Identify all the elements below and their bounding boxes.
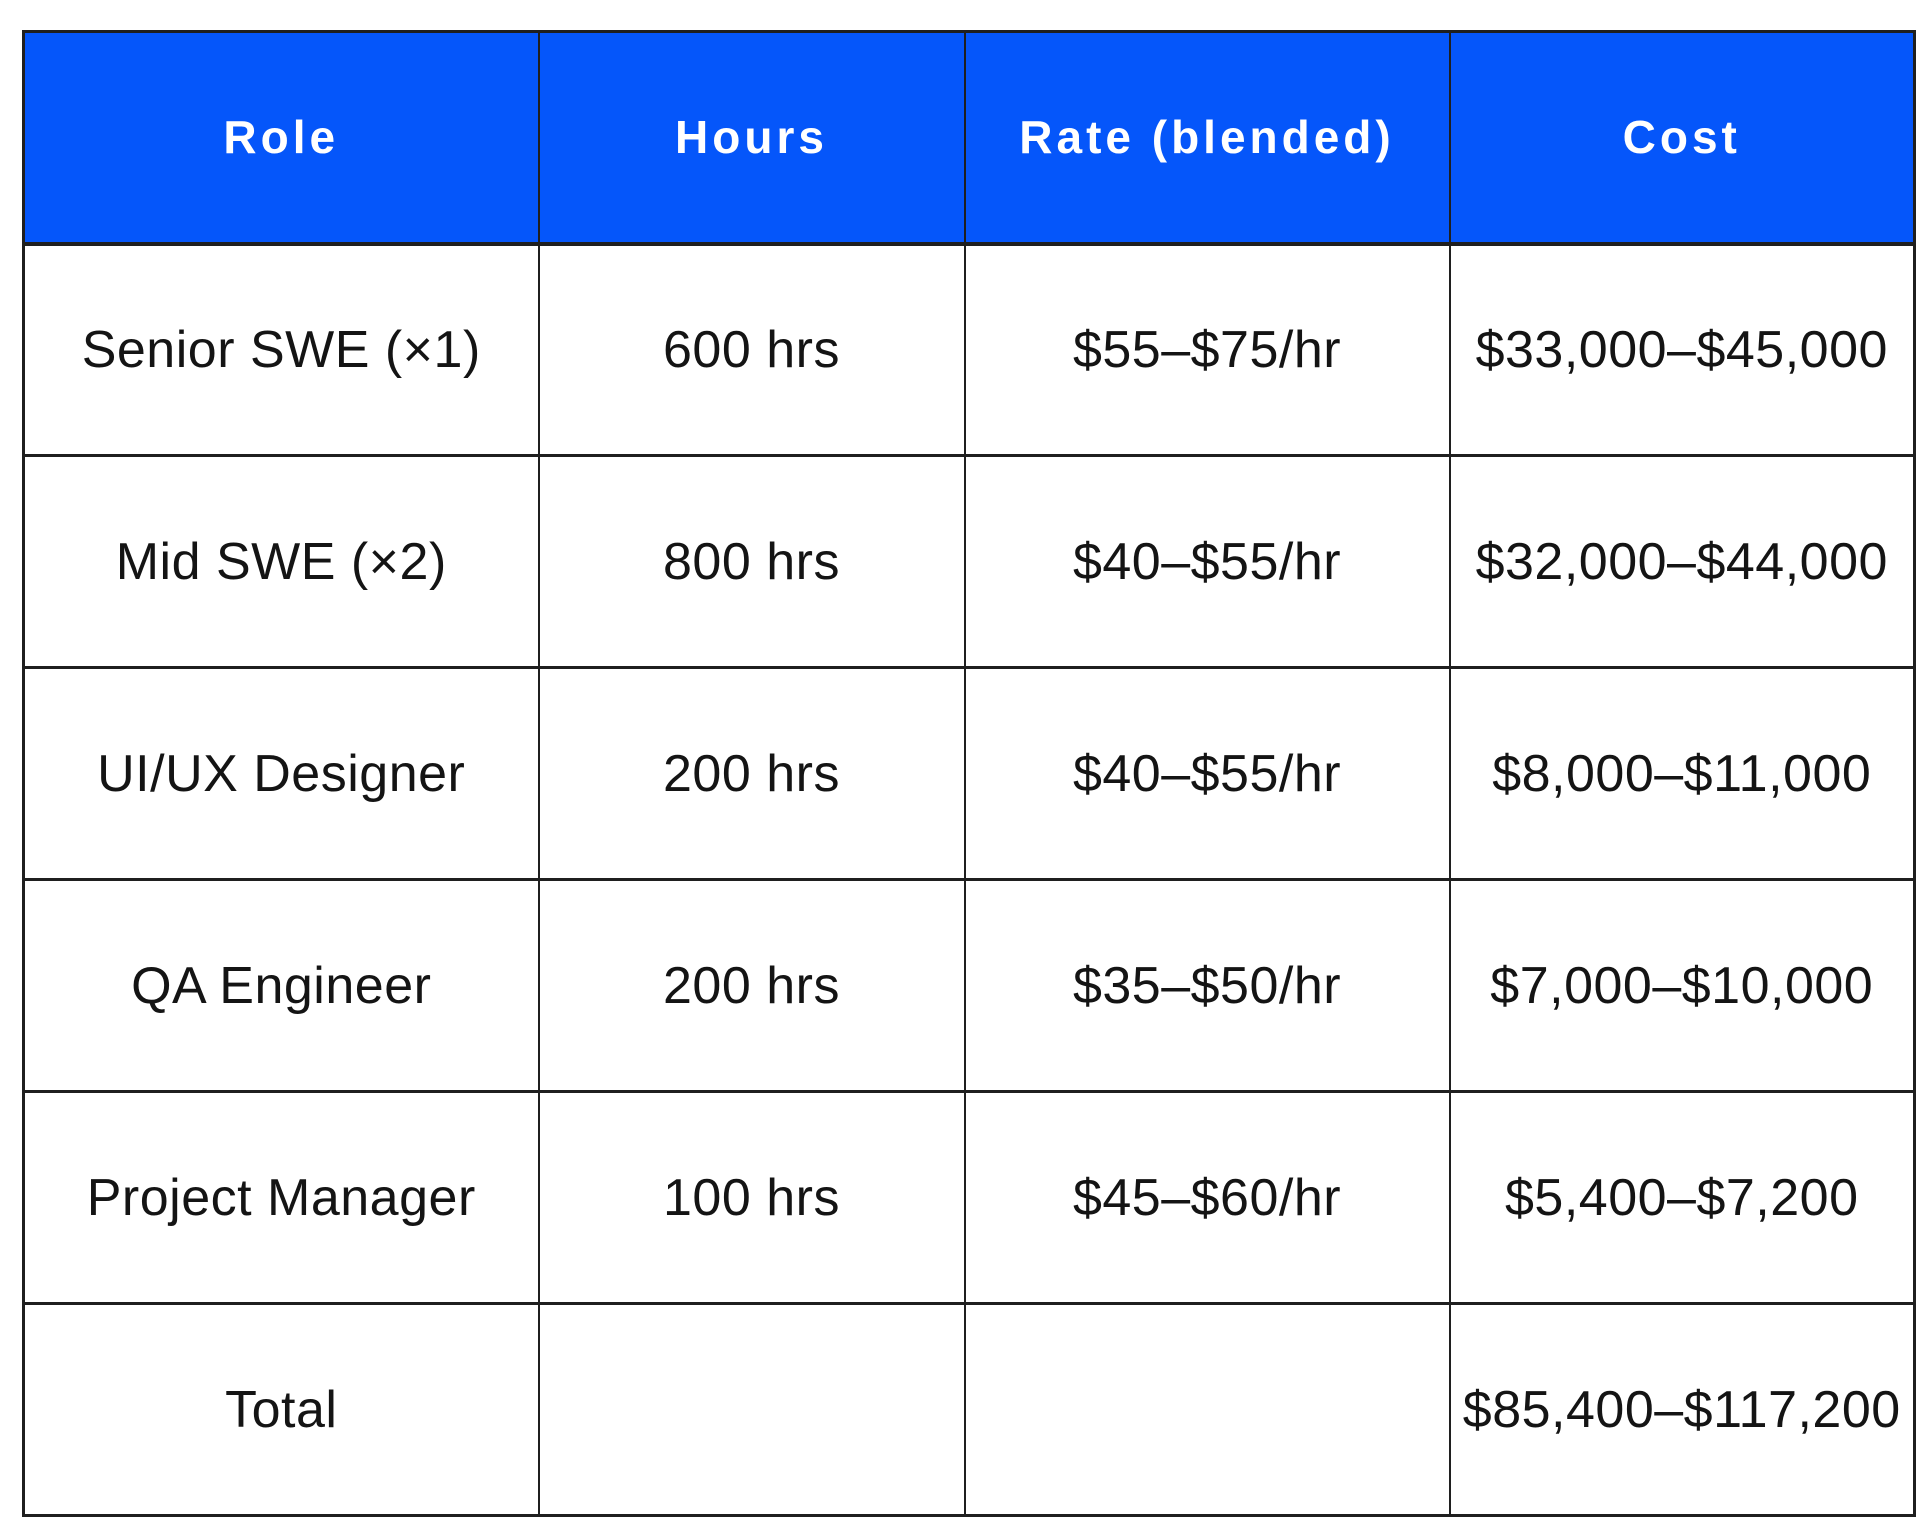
cell-hours: 800 hrs	[537, 454, 966, 669]
cell-cost: $32,000–$44,000	[1448, 454, 1916, 669]
cell-rate: $40–$55/hr	[963, 666, 1451, 881]
cell-hours: 100 hrs	[537, 1090, 966, 1305]
cell-cost: $8,000–$11,000	[1448, 666, 1916, 881]
cell-cost: $5,400–$7,200	[1448, 1090, 1916, 1305]
cell-role: QA Engineer	[22, 878, 540, 1093]
cell-rate-empty	[963, 1302, 1451, 1517]
column-header-hours: Hours	[537, 30, 966, 246]
cost-breakdown-table: Role Hours Rate (blended) Cost Senior SW…	[22, 30, 1916, 1517]
cell-role: UI/UX Designer	[22, 666, 540, 881]
cell-hours: 200 hrs	[537, 666, 966, 881]
cell-total-label: Total	[22, 1302, 540, 1517]
cell-rate: $35–$50/hr	[963, 878, 1451, 1093]
cell-hours: 200 hrs	[537, 878, 966, 1093]
cell-rate: $45–$60/hr	[963, 1090, 1451, 1305]
table-row: Senior SWE (×1) 600 hrs $55–$75/hr $33,0…	[22, 242, 1916, 457]
total-row: Total $85,400–$117,200	[22, 1302, 1916, 1517]
table-row: QA Engineer 200 hrs $35–$50/hr $7,000–$1…	[22, 878, 1916, 1093]
table-row: Mid SWE (×2) 800 hrs $40–$55/hr $32,000–…	[22, 454, 1916, 669]
cell-role: Mid SWE (×2)	[22, 454, 540, 669]
cell-hours: 600 hrs	[537, 242, 966, 457]
cell-cost: $33,000–$45,000	[1448, 242, 1916, 457]
cell-role: Senior SWE (×1)	[22, 242, 540, 457]
column-header-rate: Rate (blended)	[963, 30, 1451, 246]
cell-rate: $40–$55/hr	[963, 454, 1451, 669]
table-header: Role Hours Rate (blended) Cost	[22, 30, 1916, 246]
cell-cost: $7,000–$10,000	[1448, 878, 1916, 1093]
column-header-role: Role	[22, 30, 540, 246]
cell-role: Project Manager	[22, 1090, 540, 1305]
table-body: Senior SWE (×1) 600 hrs $55–$75/hr $33,0…	[22, 242, 1916, 1517]
cell-total-cost: $85,400–$117,200	[1448, 1302, 1916, 1517]
column-header-cost: Cost	[1448, 30, 1916, 246]
table-row: UI/UX Designer 200 hrs $40–$55/hr $8,000…	[22, 666, 1916, 881]
cell-hours-empty	[537, 1302, 966, 1517]
header-row: Role Hours Rate (blended) Cost	[22, 30, 1916, 246]
cell-rate: $55–$75/hr	[963, 242, 1451, 457]
table-row: Project Manager 100 hrs $45–$60/hr $5,40…	[22, 1090, 1916, 1305]
